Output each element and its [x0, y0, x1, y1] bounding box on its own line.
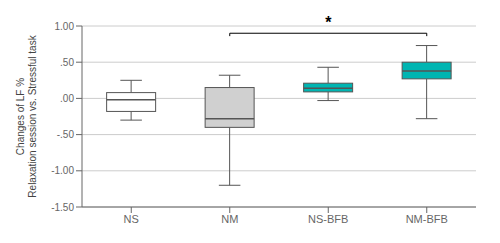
- svg-text:1.00: 1.00: [55, 21, 75, 32]
- svg-text:Changes of LF %Relaxation sess: Changes of LF %Relaxation session vs. St…: [15, 34, 38, 197]
- svg-text:-1.00: -1.00: [51, 165, 74, 176]
- svg-text:NM: NM: [221, 213, 238, 225]
- svg-text:NS-BFB: NS-BFB: [308, 213, 348, 225]
- svg-text:NM-BFB: NM-BFB: [406, 213, 448, 225]
- svg-text:-1.50: -1.50: [51, 202, 74, 213]
- svg-text:-.50: -.50: [57, 129, 75, 140]
- svg-text:NS: NS: [124, 213, 139, 225]
- svg-text:*: *: [325, 14, 332, 31]
- svg-text:.00: .00: [60, 93, 74, 104]
- svg-text:.50: .50: [60, 57, 74, 68]
